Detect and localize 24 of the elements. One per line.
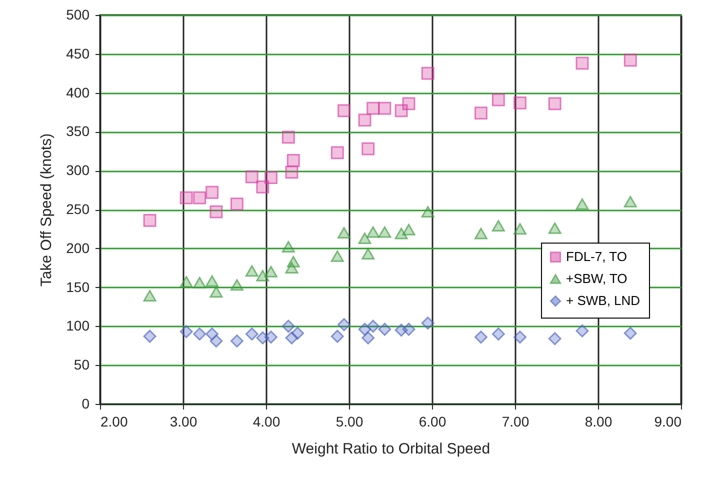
legend-label: FDL-7, TO <box>566 249 627 264</box>
y-tick-label: 0 <box>82 396 90 412</box>
x-tick-label: 9.00 <box>654 414 682 430</box>
y-tick-label: 50 <box>74 356 90 373</box>
y-tick-label: 450 <box>66 45 90 62</box>
y-tick-label: 250 <box>66 201 90 217</box>
y-tick-label: 200 <box>66 240 90 256</box>
y-axis-title: Take Off Speed (knots) <box>38 133 56 287</box>
y-tick-label: 500 <box>66 6 90 22</box>
x-tick-label: 6.00 <box>418 414 446 430</box>
x-tick-label: 3.00 <box>170 414 198 430</box>
legend-label: + SWB, LND <box>566 293 640 308</box>
x-tick-label: 7.00 <box>502 414 530 430</box>
x-tick-label: 4.00 <box>252 414 280 430</box>
y-tick-label: 400 <box>66 84 90 100</box>
y-tick-label: 150 <box>66 278 90 295</box>
x-axis-title: Weight Ratio to Orbital Speed <box>292 440 490 458</box>
y-tick-label: 300 <box>66 162 90 178</box>
y-tick-label: 100 <box>66 318 90 334</box>
x-tick-label: 8.00 <box>584 414 612 430</box>
y-tick-label: 350 <box>66 123 90 140</box>
x-tick-label: 2.00 <box>100 414 128 430</box>
x-tick-label: 5.00 <box>336 414 364 430</box>
legend-label: +SBW, TO <box>566 271 628 286</box>
